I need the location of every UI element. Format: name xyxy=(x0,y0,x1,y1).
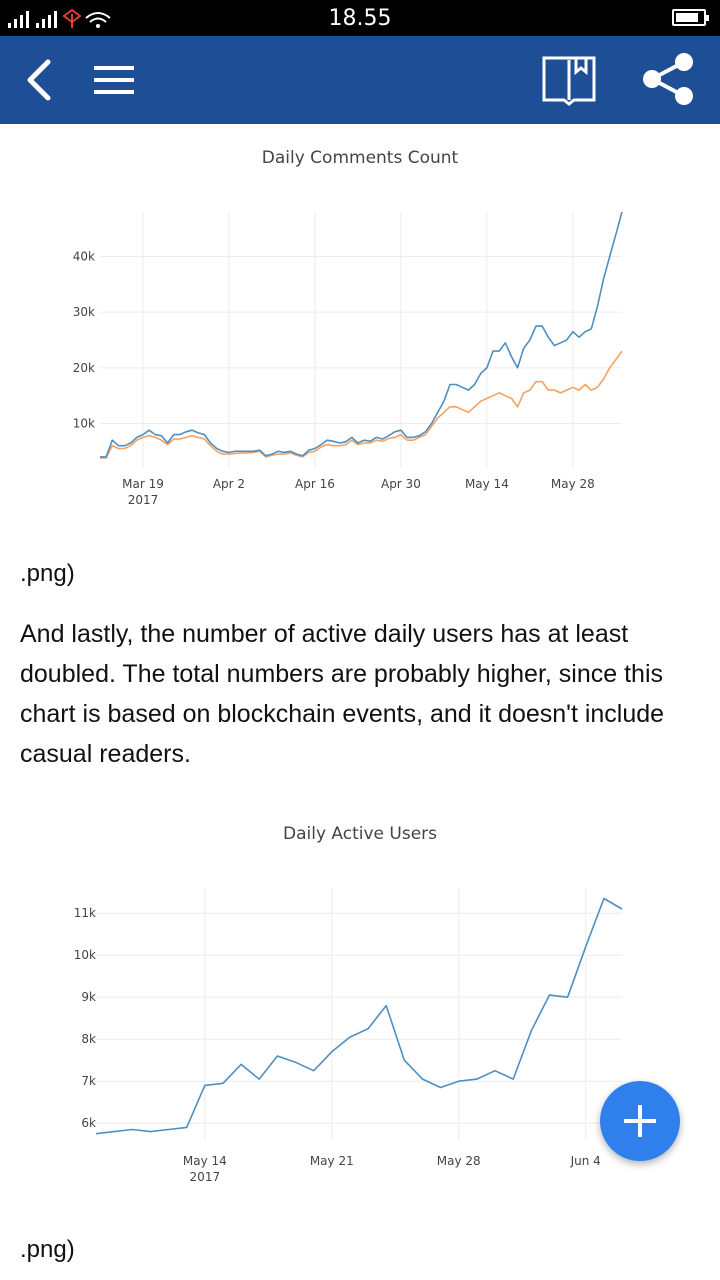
x-tick-label: Apr 30 xyxy=(381,477,421,491)
y-tick-label: 11k xyxy=(74,906,96,920)
image-caption: .png) xyxy=(20,560,75,587)
image-caption: .png) xyxy=(20,1236,75,1263)
y-tick-label: 6k xyxy=(81,1116,96,1130)
status-bar: 18.55 xyxy=(0,0,720,36)
x-tick-label: May 14 xyxy=(465,477,509,491)
y-tick-label: 9k xyxy=(81,990,96,1004)
y-tick-label: 8k xyxy=(81,1032,96,1046)
line-chart: 6k 7k 8k 9k 10k 11k May 14 2017 May 21 May 28 Jun … xyxy=(74,888,623,1184)
y-tick-label: 30k xyxy=(73,305,95,319)
add-button[interactable] xyxy=(600,1081,680,1161)
chart-daily-active-users: Daily Active Users 6k 7k 8k 9k 10k 11k May 14 2… xyxy=(0,800,720,1210)
signal-strength-icon xyxy=(8,8,111,28)
battery-level xyxy=(676,13,698,22)
app-toolbar xyxy=(0,36,720,124)
y-tick-label: 10k xyxy=(73,416,95,430)
x-tick-label: Jun 4 xyxy=(570,1154,601,1168)
x-tick-sublabel: 2017 xyxy=(128,493,159,507)
x-tick-label: May 21 xyxy=(310,1154,354,1168)
y-tick-label: 10k xyxy=(74,948,96,962)
battery-icon xyxy=(672,9,709,26)
series-line xyxy=(100,211,623,458)
status-time: 18.55 xyxy=(328,6,392,31)
x-tick-label: Apr 2 xyxy=(213,477,245,491)
series-line xyxy=(95,897,623,1135)
x-tick-label: Apr 16 xyxy=(295,477,335,491)
chart-title: Daily Active Users xyxy=(282,824,437,844)
series-line xyxy=(100,350,623,459)
x-tick-label: May 28 xyxy=(551,477,595,491)
x-tick-sublabel: 2017 xyxy=(190,1170,221,1184)
y-tick-label: 7k xyxy=(81,1074,96,1088)
x-tick-label: Mar 19 xyxy=(122,477,164,491)
bookmark-book-icon[interactable] xyxy=(540,54,598,106)
line-chart: 10k 20k 30k 40k Mar 19 2017 Apr 2 Apr 16 Apr 30 M… xyxy=(73,211,623,507)
menu-icon[interactable] xyxy=(92,62,136,98)
x-tick-label: May 28 xyxy=(437,1154,481,1168)
y-tick-label: 40k xyxy=(73,250,95,264)
share-icon[interactable] xyxy=(640,50,696,108)
chart-daily-comments: Daily Comments Count 10k 20k 30k 40k Mar 19 2… xyxy=(0,124,720,524)
chart-title: Daily Comments Count xyxy=(261,148,459,168)
back-arrow-icon[interactable] xyxy=(18,56,58,104)
article-paragraph: And lastly, the number of active daily u… xyxy=(20,620,665,768)
y-tick-label: 20k xyxy=(73,361,95,375)
x-tick-label: May 14 xyxy=(183,1154,227,1168)
